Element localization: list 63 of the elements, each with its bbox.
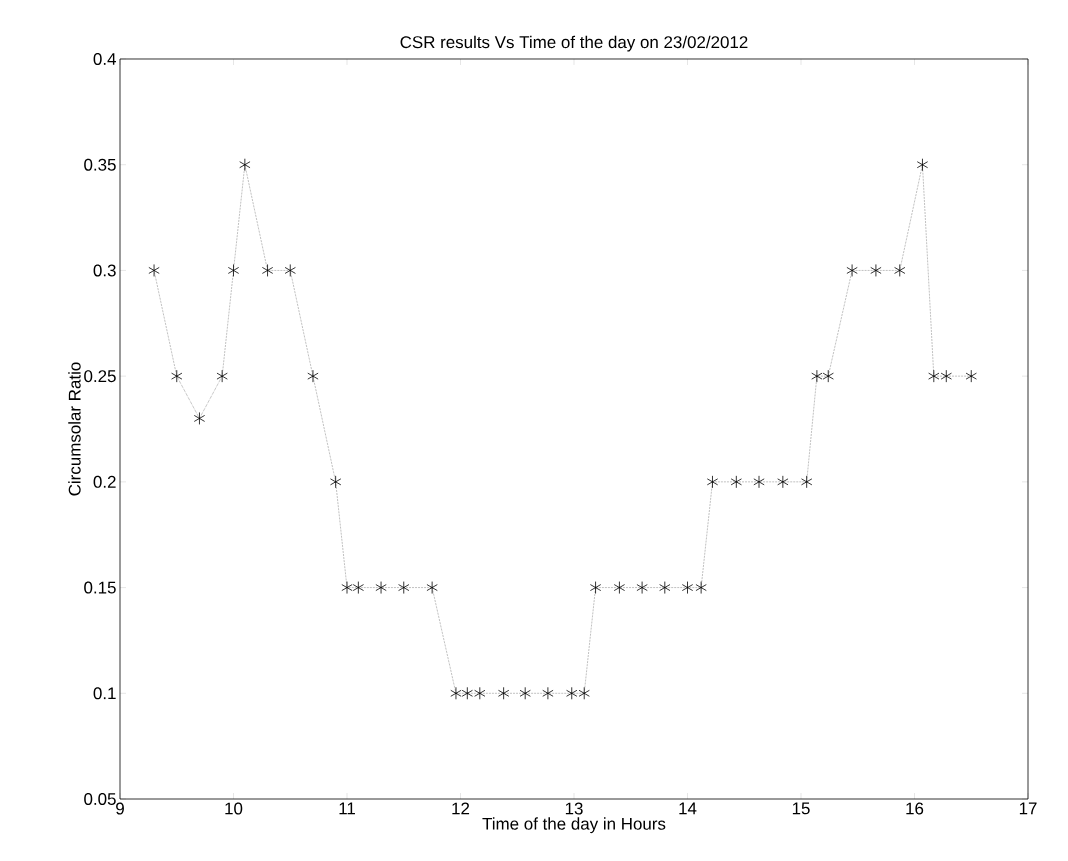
point (148, 264, 160, 277)
point (307, 369, 319, 383)
y-tick-label: 0.25 (84, 370, 116, 383)
point (695, 581, 707, 594)
point (940, 369, 952, 383)
point (822, 369, 834, 383)
x-tick-label: 9 (116, 802, 124, 815)
point (519, 686, 531, 700)
x-tick-label: 13 (565, 802, 583, 815)
y-tick-label: 0.1 (93, 687, 116, 700)
point (916, 158, 929, 172)
point (659, 581, 671, 594)
point (578, 686, 590, 700)
point (613, 581, 625, 594)
point (681, 581, 694, 594)
x-axis-title: Time of the day in Hours (482, 817, 666, 834)
point (450, 686, 462, 700)
point (193, 412, 206, 425)
x-tick-label: 15 (792, 802, 810, 815)
point (566, 686, 578, 700)
point (352, 581, 364, 594)
point (777, 475, 789, 489)
point (846, 264, 858, 277)
point (730, 475, 742, 489)
point (928, 369, 940, 383)
point (753, 475, 765, 489)
x-tick-label: 17 (1019, 802, 1037, 815)
point (801, 475, 813, 489)
y-tick-label: 0.4 (93, 52, 116, 65)
y-tick-label: 0.3 (93, 264, 116, 277)
y-axis-title: Circumsolar Ratio (68, 362, 81, 496)
point (426, 581, 438, 594)
point (589, 581, 602, 594)
point (398, 581, 410, 594)
point (227, 264, 240, 277)
x-tick-label: 11 (339, 802, 355, 815)
point (375, 581, 387, 594)
x-tick-label: 16 (906, 802, 924, 815)
y-tick-label: 0.15 (84, 581, 116, 594)
point (706, 475, 719, 489)
point (894, 264, 906, 277)
point (461, 686, 473, 700)
point (636, 581, 648, 594)
point (261, 264, 274, 277)
point (542, 686, 554, 700)
y-tick-label: 0.35 (84, 158, 116, 171)
point (870, 264, 882, 277)
point (474, 686, 486, 700)
x-tick-label: 14 (679, 802, 697, 815)
x-tick-label: 12 (452, 802, 470, 815)
point (498, 686, 510, 700)
y-tick-label: 0.05 (84, 793, 116, 805)
x-tick-label: 10 (225, 802, 243, 815)
point (284, 264, 296, 277)
point (239, 158, 251, 172)
point (330, 475, 342, 489)
point (811, 369, 823, 383)
point (216, 369, 228, 383)
chart-title: CSR results Vs Time of the day on 23/02/2012 (400, 35, 748, 52)
point (341, 581, 353, 594)
point (965, 369, 977, 383)
point (171, 369, 183, 383)
y-tick-label: 0.2 (93, 475, 116, 488)
